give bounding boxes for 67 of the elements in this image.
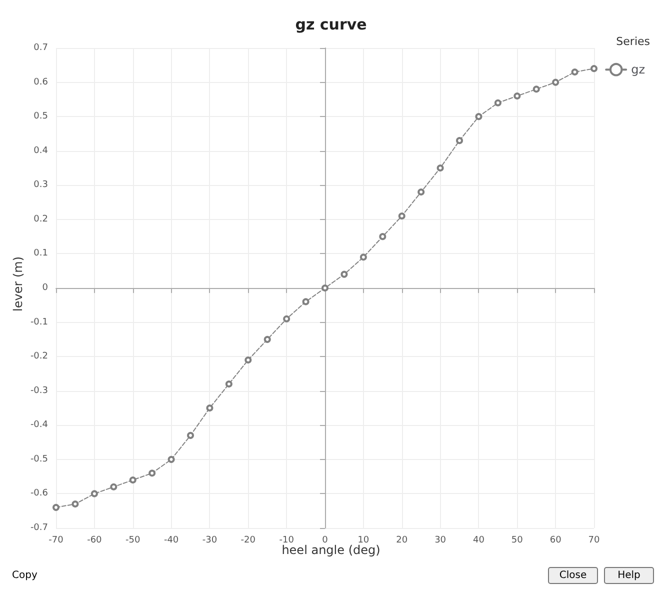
- point: [532, 86, 540, 93]
- y-tick-label: -0.7: [30, 523, 48, 533]
- x-tick-label: 70: [588, 536, 600, 546]
- legend-label: gz: [631, 62, 646, 77]
- point: [206, 404, 214, 412]
- point: [436, 164, 444, 172]
- x-tick-label: 20: [396, 536, 408, 546]
- point: [475, 113, 482, 120]
- point: [264, 336, 271, 343]
- y-tick-label: 0.6: [34, 77, 48, 88]
- x-tick-label: 50: [511, 536, 524, 546]
- x-tick-label: -20: [240, 536, 256, 546]
- point: [514, 92, 521, 100]
- point: [552, 78, 560, 86]
- y-tick-label: -0.2: [30, 352, 48, 362]
- y-tick-label: 0.5: [34, 112, 48, 122]
- x-axis-title: heel angle (deg): [282, 543, 380, 557]
- x-tick-label: -50: [126, 536, 140, 546]
- point: [168, 456, 175, 463]
- x-tick-label: -40: [164, 536, 179, 546]
- point: [244, 356, 252, 364]
- point: [494, 99, 502, 106]
- y-tick-label: -0.5: [30, 454, 48, 464]
- chart-title: gz curve: [295, 16, 367, 34]
- point: [72, 500, 79, 508]
- x-tick-label: 10: [358, 536, 370, 546]
- x-tick-label: -60: [87, 536, 102, 546]
- point: [418, 188, 425, 196]
- x-tick-label: 30: [434, 536, 446, 546]
- text: Copy: [11, 570, 38, 580]
- point: [398, 212, 406, 220]
- point: [302, 298, 310, 306]
- point: [456, 137, 463, 144]
- text: Help: [604, 566, 654, 584]
- text: Close: [548, 566, 598, 584]
- y-tick-label: -0.6: [30, 488, 48, 499]
- x-tick-label: 60: [550, 536, 562, 546]
- point: [590, 65, 598, 72]
- y-axis-title: lever (m): [11, 256, 25, 312]
- y-tick-label: 0.7: [34, 43, 48, 53]
- point: [340, 270, 348, 278]
- y-tick-label: -0.4: [30, 420, 48, 430]
- point: [360, 254, 367, 261]
- y-tick-label: 0.3: [34, 180, 48, 190]
- y-tick-label: -0.1: [30, 317, 48, 328]
- y-tick-label: 0: [42, 283, 48, 293]
- point: [283, 315, 290, 322]
- x-tick-label: -30: [202, 536, 218, 546]
- point: [90, 490, 98, 498]
- point: [148, 470, 156, 477]
- legend-title: Series: [616, 35, 650, 48]
- point: [110, 483, 118, 490]
- x-tick-label: 0: [322, 536, 328, 546]
- point: [52, 504, 60, 511]
- point: [571, 68, 578, 76]
- y-tick-label: 0.2: [34, 214, 48, 224]
- point: [322, 284, 328, 292]
- point: [187, 432, 194, 439]
- x-tick-label: -70: [48, 536, 64, 546]
- x-tick-label: 40: [472, 536, 485, 546]
- point: [225, 380, 232, 388]
- y-tick-label: 0.1: [34, 248, 48, 259]
- x-tick-label: -10: [279, 536, 294, 546]
- point: [379, 233, 386, 240]
- y-tick-label: -0.3: [30, 386, 48, 396]
- y-tick-label: 0.4: [34, 146, 48, 156]
- point: [129, 476, 136, 484]
